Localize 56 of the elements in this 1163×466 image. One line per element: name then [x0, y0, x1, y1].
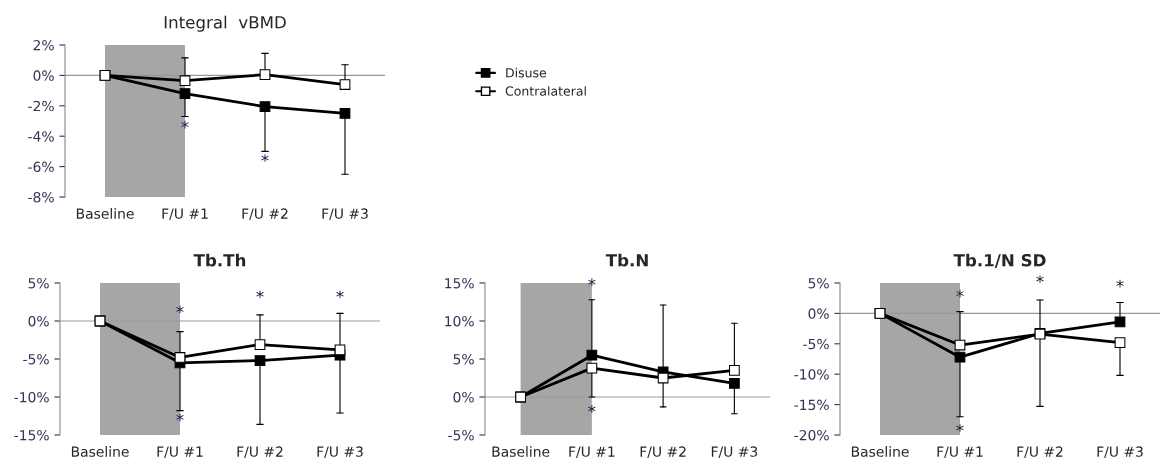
chart-title: Tb.N — [605, 253, 648, 267]
y-tick-label: -10% — [14, 391, 49, 403]
x-tick-label: Baseline — [492, 446, 550, 457]
y-tick-label: 2% — [33, 39, 54, 51]
annotation: * — [181, 120, 189, 129]
x-tick-label: F/U #2 — [1017, 446, 1063, 458]
text: * — [1036, 275, 1044, 283]
x-tick-label: F/U #2 — [640, 446, 686, 458]
y-tick-label: -5% — [803, 338, 829, 350]
x-tick-label: F/U #1 — [937, 446, 983, 458]
y-tick-label: -8% — [28, 191, 54, 203]
annotation: * — [956, 289, 964, 298]
annotation: * — [956, 424, 964, 432]
x-tick-label: Baseline — [76, 208, 134, 219]
y-tick-label: 10% — [445, 315, 474, 327]
annotation: * — [256, 290, 264, 299]
y-tick-label: 15% — [445, 277, 474, 289]
y-tick-label: 0% — [453, 391, 474, 403]
annotation: * — [588, 405, 596, 413]
x-tick-label: Baseline — [71, 446, 129, 457]
y-tick-label: -5% — [448, 429, 474, 441]
x-tick-label: F/U #2 — [242, 208, 288, 220]
y-tick-label: 0% — [33, 70, 54, 81]
y-tick-label: -20% — [794, 429, 829, 441]
x-tick-label: F/U #2 — [237, 446, 283, 458]
legend-label: Disuse — [506, 67, 547, 78]
chart-title: Tb.Th — [193, 253, 246, 267]
legend-label: Contralateral — [505, 86, 586, 96]
x-tick-label: F/U #1 — [569, 446, 615, 458]
annotation: * — [261, 154, 269, 162]
annotation: * — [176, 413, 184, 422]
annotation: * — [336, 290, 344, 299]
x-tick-label: F/U #3 — [322, 208, 368, 220]
y-tick-label: -15% — [14, 429, 49, 441]
y-tick-label: 5% — [453, 353, 474, 365]
annotation: * — [176, 305, 184, 314]
y-tick-label: -2% — [28, 100, 54, 112]
y-tick-label: -10% — [794, 369, 829, 380]
y-tick-label: 5% — [808, 277, 829, 289]
x-tick-label: F/U #3 — [317, 446, 363, 458]
annotation: * — [588, 278, 596, 286]
x-tick-label: F/U #1 — [162, 208, 208, 220]
chart-title: Integral vBMD — [164, 15, 286, 32]
y-tick-label: 0% — [808, 308, 829, 319]
x-tick-label: F/U #1 — [157, 446, 203, 458]
y-tick-label: 5% — [28, 277, 49, 289]
annotation: * — [1116, 279, 1124, 288]
y-tick-label: -5% — [23, 353, 49, 365]
y-tick-label: 0% — [28, 315, 49, 327]
y-tick-label: -15% — [794, 399, 829, 411]
chart-title: Tb.1/N SD — [953, 253, 1046, 268]
y-tick-label: -4% — [28, 131, 54, 142]
y-tick-label: -6% — [28, 161, 54, 173]
x-tick-label: F/U #3 — [711, 446, 758, 458]
x-tick-label: F/U #3 — [1097, 446, 1143, 458]
x-tick-label: Baseline — [851, 446, 909, 457]
